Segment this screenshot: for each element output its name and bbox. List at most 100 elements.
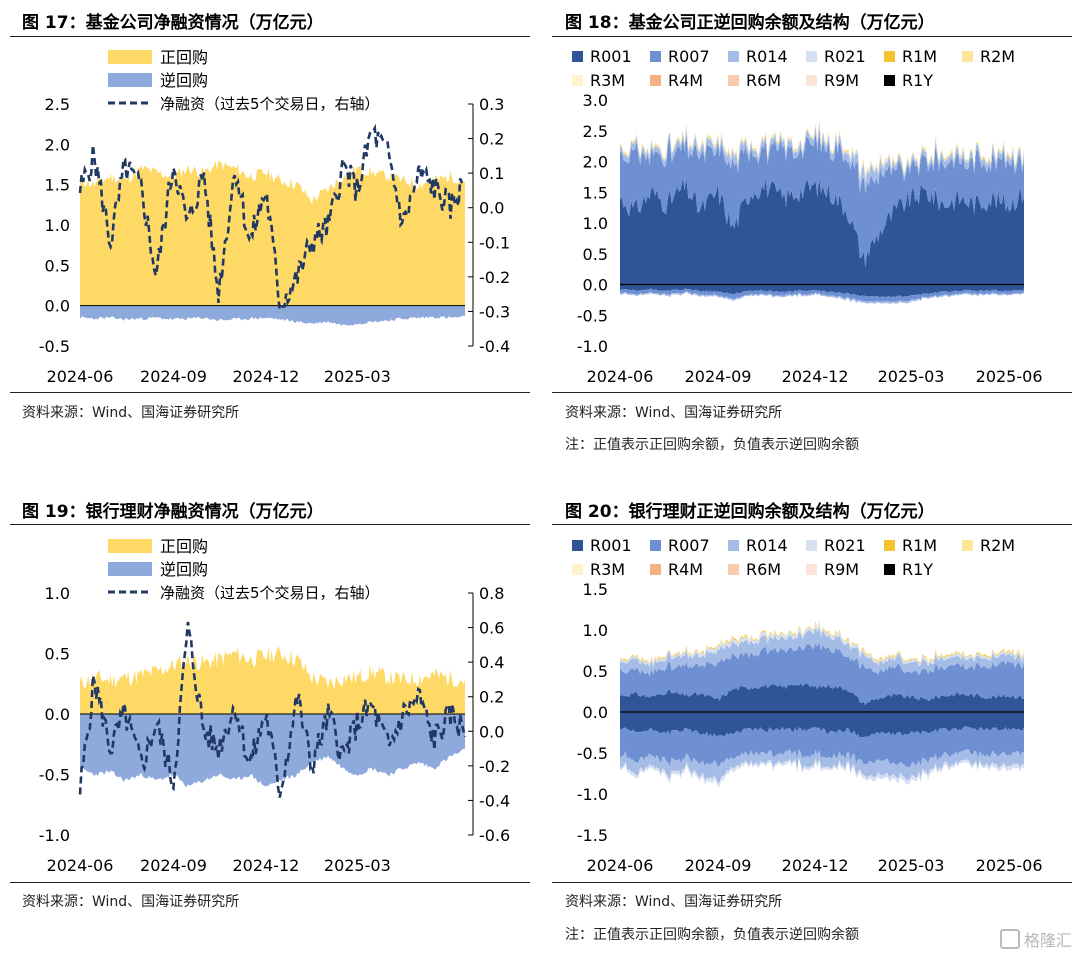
f18-legend-R1M-swatch xyxy=(884,51,895,62)
f20-pos-R007-area xyxy=(620,641,1024,706)
f20-legend-R4M-swatch xyxy=(650,564,661,575)
f20-pos-R014-area xyxy=(620,626,1024,677)
f20-legend-R2M-swatch xyxy=(962,540,973,551)
f19-ytick-left: -1.0 xyxy=(39,826,70,845)
f18-ytick: 1.0 xyxy=(583,214,608,233)
f18-legend-R007-swatch xyxy=(650,51,661,62)
f19-ytick-right: -0.2 xyxy=(479,757,510,776)
figure-19-title-rule xyxy=(10,524,530,525)
f20-ytick: 1.5 xyxy=(583,580,608,599)
f20-neg-R021-area xyxy=(620,757,1024,787)
f20-xtick: 2024-12 xyxy=(782,856,849,875)
f20-legend-R001-swatch xyxy=(572,540,583,551)
figure-20-source-rule xyxy=(552,882,1072,883)
f19-ytick-right: 0.8 xyxy=(479,584,504,603)
f17-legend-reverse-swatch xyxy=(108,73,152,87)
f19-xtick: 2024-06 xyxy=(47,856,114,875)
figure-18-source: 资料来源：Wind、国海证券研究所 xyxy=(565,405,783,421)
f19-ytick-right: 0.2 xyxy=(479,688,504,707)
f20-legend-R3M-label: R3M xyxy=(590,560,625,579)
f19-reverse-repo-area xyxy=(80,714,465,788)
f20-legend-R007-swatch xyxy=(650,540,661,551)
f19-ytick-right: -0.4 xyxy=(479,791,510,810)
f19-ytick-left: -0.5 xyxy=(39,766,70,785)
f18-ytick: 1.5 xyxy=(583,183,608,202)
f19-legend-positive-label: 正回购 xyxy=(160,537,208,556)
figure-17-source-rule xyxy=(10,392,530,393)
f19-ytick-right: 0.4 xyxy=(479,653,504,672)
f18-ytick: -1.0 xyxy=(577,337,608,356)
f18-ytick: 0.5 xyxy=(583,245,608,264)
figure-18-title-rule xyxy=(552,36,1072,37)
figure-17-title-rule xyxy=(10,36,530,37)
f18-pos-R014-area xyxy=(620,122,1024,194)
f18-pos-R007-area xyxy=(620,129,1024,267)
f19-net-financing-line xyxy=(78,621,467,798)
f20-ytick: 0.5 xyxy=(583,662,608,681)
f17-ytick-left: 2.5 xyxy=(45,95,70,114)
f18-legend-R1M-label: R1M xyxy=(902,47,937,66)
f17-ytick-left: 1.5 xyxy=(45,176,70,195)
watermark-text: 格隆汇 xyxy=(1023,931,1072,950)
figure-17-title: 图 17：基金公司净融资情况（万亿元） xyxy=(22,13,324,33)
f20-legend-R1Y-label: R1Y xyxy=(902,560,933,579)
figure-18-source-rule xyxy=(552,392,1072,393)
f17-xtick: 2024-06 xyxy=(47,367,114,386)
f20-legend-R1Y-swatch xyxy=(884,564,895,575)
figure-20-title-rule xyxy=(552,524,1072,525)
f20-xtick: 2025-03 xyxy=(878,856,945,875)
f17-ytick-left: -0.5 xyxy=(39,337,70,356)
f18-legend-R014-label: R014 xyxy=(746,47,788,66)
f20-ytick: 0.0 xyxy=(583,703,608,722)
watermark-logo-icon xyxy=(999,929,1020,949)
f18-neg-R007-area xyxy=(620,288,1024,303)
f20-ytick: -1.0 xyxy=(577,785,608,804)
f19-ytick-left: 1.0 xyxy=(45,584,70,603)
f20-legend-R9M-label: R9M xyxy=(824,560,859,579)
f20-legend-R014-label: R014 xyxy=(746,536,788,555)
f17-ytick-right: 0.0 xyxy=(479,199,504,218)
f20-legend-R001-label: R001 xyxy=(590,536,632,555)
f18-pos-R001-area xyxy=(620,177,1024,285)
f18-legend-R4M-label: R4M xyxy=(668,71,703,90)
f18-legend-R6M-swatch xyxy=(728,75,739,86)
f20-neg-R007-area xyxy=(620,726,1024,768)
f18-legend-R014-swatch xyxy=(728,51,739,62)
f18-legend-R6M-label: R6M xyxy=(746,71,781,90)
figure-18-chart: 3.0 2.5 2.0 1.5 1.0 0.5 0.0 -0.5 -1.0 2024-06 2024… xyxy=(572,47,1043,386)
f19-xtick: 2024-12 xyxy=(232,856,299,875)
f19-legend-positive-swatch xyxy=(108,539,152,553)
f20-legend-R6M-swatch xyxy=(728,564,739,575)
f19-legend-reverse-swatch xyxy=(108,562,152,576)
f20-pos-R001-area xyxy=(620,683,1024,712)
f18-ytick: 2.5 xyxy=(583,122,608,141)
f19-ytick-right: 0.0 xyxy=(479,722,504,741)
f18-xtick: 2024-09 xyxy=(685,367,752,386)
f20-legend-R007-label: R007 xyxy=(668,536,710,555)
f18-legend-R9M-swatch xyxy=(806,75,817,86)
f17-reverse-repo-area xyxy=(80,305,465,326)
f20-ytick: 1.0 xyxy=(583,621,608,640)
f17-legend-positive-swatch xyxy=(108,50,152,64)
figure-19-title: 图 19：银行理财净融资情况（万亿元） xyxy=(22,502,324,522)
f20-legend-R014-swatch xyxy=(728,540,739,551)
f18-legend-R001-swatch xyxy=(572,51,583,62)
f19-legend-reverse-label: 逆回购 xyxy=(160,560,208,579)
f17-legend-net-label: 净融资（过去5个交易日，右轴） xyxy=(160,95,380,113)
f19-ytick-left: 0.0 xyxy=(45,705,70,724)
figure-20-title: 图 20：银行理财正逆回购余额及结构（万亿元） xyxy=(565,502,935,522)
f18-legend-R1Y-swatch xyxy=(884,75,895,86)
f20-xtick: 2024-09 xyxy=(685,856,752,875)
f18-legend-R021-swatch xyxy=(806,51,817,62)
f17-xtick: 2024-09 xyxy=(140,367,207,386)
f18-ytick: 3.0 xyxy=(583,91,608,110)
f17-ytick-right: 0.3 xyxy=(479,95,504,114)
f20-legend-R6M-label: R6M xyxy=(746,560,781,579)
f17-xtick: 2024-12 xyxy=(232,367,299,386)
f20-legend-R021-label: R021 xyxy=(824,536,866,555)
f18-xtick: 2024-12 xyxy=(782,367,849,386)
f19-ytick-right: -0.6 xyxy=(479,826,510,845)
f17-xtick: 2025-03 xyxy=(324,367,391,386)
f18-ytick: -0.5 xyxy=(577,306,608,325)
f20-xtick: 2025-06 xyxy=(976,856,1043,875)
